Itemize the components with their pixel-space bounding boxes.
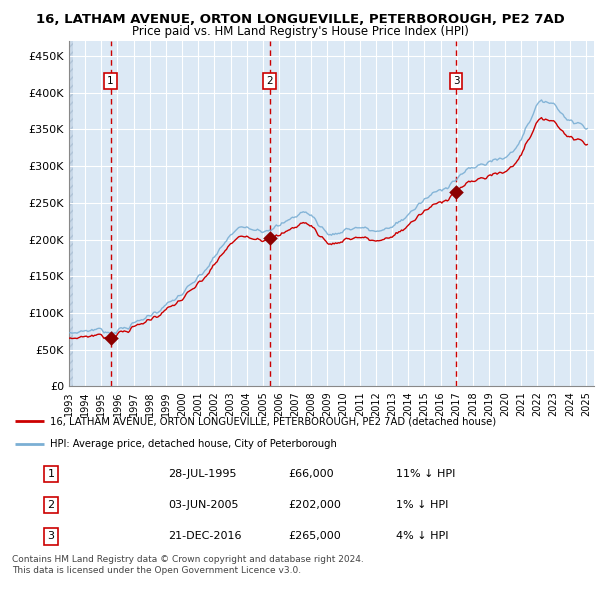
Text: 3: 3	[47, 532, 55, 542]
Text: 2: 2	[266, 76, 273, 86]
Text: 16, LATHAM AVENUE, ORTON LONGUEVILLE, PETERBOROUGH, PE2 7AD: 16, LATHAM AVENUE, ORTON LONGUEVILLE, PE…	[35, 13, 565, 26]
Text: Contains HM Land Registry data © Crown copyright and database right 2024.
This d: Contains HM Land Registry data © Crown c…	[12, 555, 364, 575]
Text: £202,000: £202,000	[288, 500, 341, 510]
Text: 28-JUL-1995: 28-JUL-1995	[168, 469, 236, 479]
Text: 1% ↓ HPI: 1% ↓ HPI	[396, 500, 448, 510]
Text: 1: 1	[47, 469, 55, 479]
Text: 11% ↓ HPI: 11% ↓ HPI	[396, 469, 455, 479]
Text: £66,000: £66,000	[288, 469, 334, 479]
Text: 2: 2	[47, 500, 55, 510]
Point	[265, 234, 274, 243]
Text: 3: 3	[453, 76, 460, 86]
Text: 21-DEC-2016: 21-DEC-2016	[168, 532, 242, 542]
Text: HPI: Average price, detached house, City of Peterborough: HPI: Average price, detached house, City…	[50, 439, 337, 448]
Text: 16, LATHAM AVENUE, ORTON LONGUEVILLE, PETERBOROUGH, PE2 7AD (detached house): 16, LATHAM AVENUE, ORTON LONGUEVILLE, PE…	[50, 417, 496, 427]
Text: Price paid vs. HM Land Registry's House Price Index (HPI): Price paid vs. HM Land Registry's House …	[131, 25, 469, 38]
Text: £265,000: £265,000	[288, 532, 341, 542]
Text: 4% ↓ HPI: 4% ↓ HPI	[396, 532, 449, 542]
Text: 1: 1	[107, 76, 114, 86]
Text: 03-JUN-2005: 03-JUN-2005	[168, 500, 239, 510]
Point	[451, 187, 461, 196]
Point	[106, 333, 115, 343]
